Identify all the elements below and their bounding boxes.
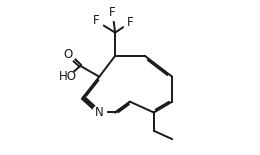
Text: F: F <box>127 16 133 29</box>
Text: N: N <box>95 106 104 119</box>
Text: F: F <box>93 14 100 27</box>
Text: HO: HO <box>59 70 77 83</box>
Text: O: O <box>63 48 73 61</box>
Text: F: F <box>109 6 116 19</box>
